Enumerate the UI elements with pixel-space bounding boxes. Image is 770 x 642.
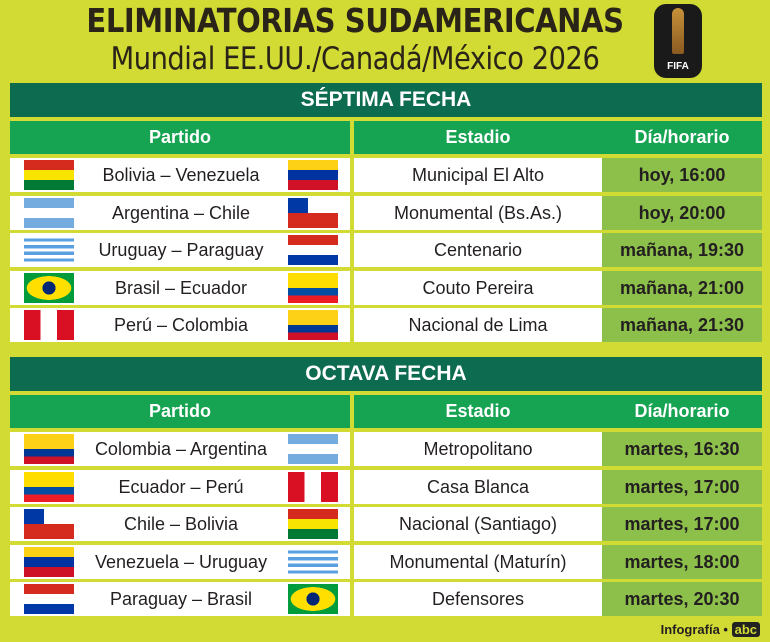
column-header-time: Día/horario <box>602 395 762 428</box>
table-row: Chile – Bolivia Nacional (Santiago) mart… <box>10 507 762 541</box>
stadium-cell: Casa Blanca <box>354 470 602 504</box>
bolivia-flag-icon <box>24 160 74 190</box>
table-row: Perú – Colombia Nacional de Lima mañana,… <box>10 308 762 342</box>
column-header-time: Día/horario <box>602 121 762 154</box>
column-header-stadium: Estadio <box>354 395 602 428</box>
stadium-cell: Municipal El Alto <box>354 158 602 192</box>
table-row: Colombia – Argentina Metropolitano marte… <box>10 432 762 466</box>
round-header: OCTAVA FECHA <box>10 357 762 391</box>
venezuela-flag-icon <box>24 547 74 577</box>
world-cup-2026-logo: FIFA <box>654 4 702 78</box>
table-row: Brasil – Ecuador Couto Pereira mañana, 2… <box>10 271 762 305</box>
time-cell: martes, 20:30 <box>602 582 762 616</box>
time-cell: mañana, 19:30 <box>602 233 762 267</box>
match-label: Venezuela – Uruguay <box>94 552 268 572</box>
match-label: Bolivia – Venezuela <box>102 165 260 185</box>
match-label: Perú – Colombia <box>113 315 249 335</box>
match-label: Chile – Bolivia <box>123 514 239 534</box>
round-header: SÉPTIMA FECHA <box>10 83 762 117</box>
column-header-match: Partido <box>10 395 350 428</box>
column-header-stadium: Estadio <box>354 121 602 154</box>
table-row: Paraguay – Brasil Defensores martes, 20:… <box>10 582 762 616</box>
stadium-cell: Monumental (Maturín) <box>354 545 602 579</box>
chile-flag-icon <box>288 198 338 228</box>
ecuador-flag-icon <box>288 273 338 303</box>
column-header-match: Partido <box>10 121 350 154</box>
match-label: Colombia – Argentina <box>94 439 268 459</box>
table-row: Ecuador – Perú Casa Blanca martes, 17:00 <box>10 470 762 504</box>
uruguay-flag-icon <box>24 235 74 265</box>
venezuela-flag-icon <box>288 160 338 190</box>
argentina-flag-icon <box>24 198 74 228</box>
table-row: Venezuela – Uruguay Monumental (Maturín)… <box>10 545 762 579</box>
abc-logo: abc <box>731 622 760 637</box>
brasil-flag-icon <box>288 584 338 614</box>
stadium-cell: Metropolitano <box>354 432 602 466</box>
match-label: Ecuador – Perú <box>118 477 244 497</box>
match-cell: Uruguay – Paraguay <box>10 233 350 267</box>
match-cell: Perú – Colombia <box>10 308 350 342</box>
stadium-cell: Centenario <box>354 233 602 267</box>
ecuador-flag-icon <box>24 472 74 502</box>
chile-flag-icon <box>24 509 74 539</box>
time-cell: hoy, 20:00 <box>602 196 762 230</box>
paraguay-flag-icon <box>24 584 74 614</box>
stadium-cell: Nacional de Lima <box>354 308 602 342</box>
match-cell: Colombia – Argentina <box>10 432 350 466</box>
table-row: Uruguay – Paraguay Centenario mañana, 19… <box>10 233 762 267</box>
match-label: Uruguay – Paraguay <box>98 240 264 260</box>
time-cell: martes, 17:00 <box>602 470 762 504</box>
match-cell: Bolivia – Venezuela <box>10 158 350 192</box>
time-cell: hoy, 16:00 <box>602 158 762 192</box>
match-label: Argentina – Chile <box>111 203 251 223</box>
time-cell: mañana, 21:00 <box>602 271 762 305</box>
footer-credit: Infografía • abc <box>661 622 760 637</box>
peru-flag-icon <box>288 472 338 502</box>
uruguay-flag-icon <box>288 547 338 577</box>
paraguay-flag-icon <box>288 235 338 265</box>
match-cell: Chile – Bolivia <box>10 507 350 541</box>
match-label: Brasil – Ecuador <box>114 278 248 298</box>
peru-flag-icon <box>24 310 74 340</box>
subtitle: Mundial EE.UU./Canadá/México 2026 <box>110 41 600 77</box>
logo-text: FIFA <box>667 61 689 72</box>
stadium-cell: Defensores <box>354 582 602 616</box>
match-cell: Brasil – Ecuador <box>10 271 350 305</box>
stadium-cell: Couto Pereira <box>354 271 602 305</box>
stadium-cell: Nacional (Santiago) <box>354 507 602 541</box>
match-cell: Argentina – Chile <box>10 196 350 230</box>
time-cell: martes, 18:00 <box>602 545 762 579</box>
colombia-flag-icon <box>288 310 338 340</box>
time-cell: mañana, 21:30 <box>602 308 762 342</box>
time-cell: martes, 17:00 <box>602 507 762 541</box>
match-label: Paraguay – Brasil <box>109 589 253 609</box>
table-row: Bolivia – Venezuela Municipal El Alto ho… <box>10 158 762 192</box>
match-cell: Paraguay – Brasil <box>10 582 350 616</box>
match-cell: Venezuela – Uruguay <box>10 545 350 579</box>
match-cell: Ecuador – Perú <box>10 470 350 504</box>
colombia-flag-icon <box>24 434 74 464</box>
brasil-flag-icon <box>24 273 74 303</box>
argentina-flag-icon <box>288 434 338 464</box>
trophy-icon <box>672 8 684 54</box>
table-row: Argentina – Chile Monumental (Bs.As.) ho… <box>10 196 762 230</box>
credit-text: Infografía • <box>660 622 728 637</box>
time-cell: martes, 16:30 <box>602 432 762 466</box>
stadium-cell: Monumental (Bs.As.) <box>354 196 602 230</box>
bolivia-flag-icon <box>288 509 338 539</box>
main-title: ELIMINATORIAS SUDAMERICANAS <box>86 1 624 40</box>
